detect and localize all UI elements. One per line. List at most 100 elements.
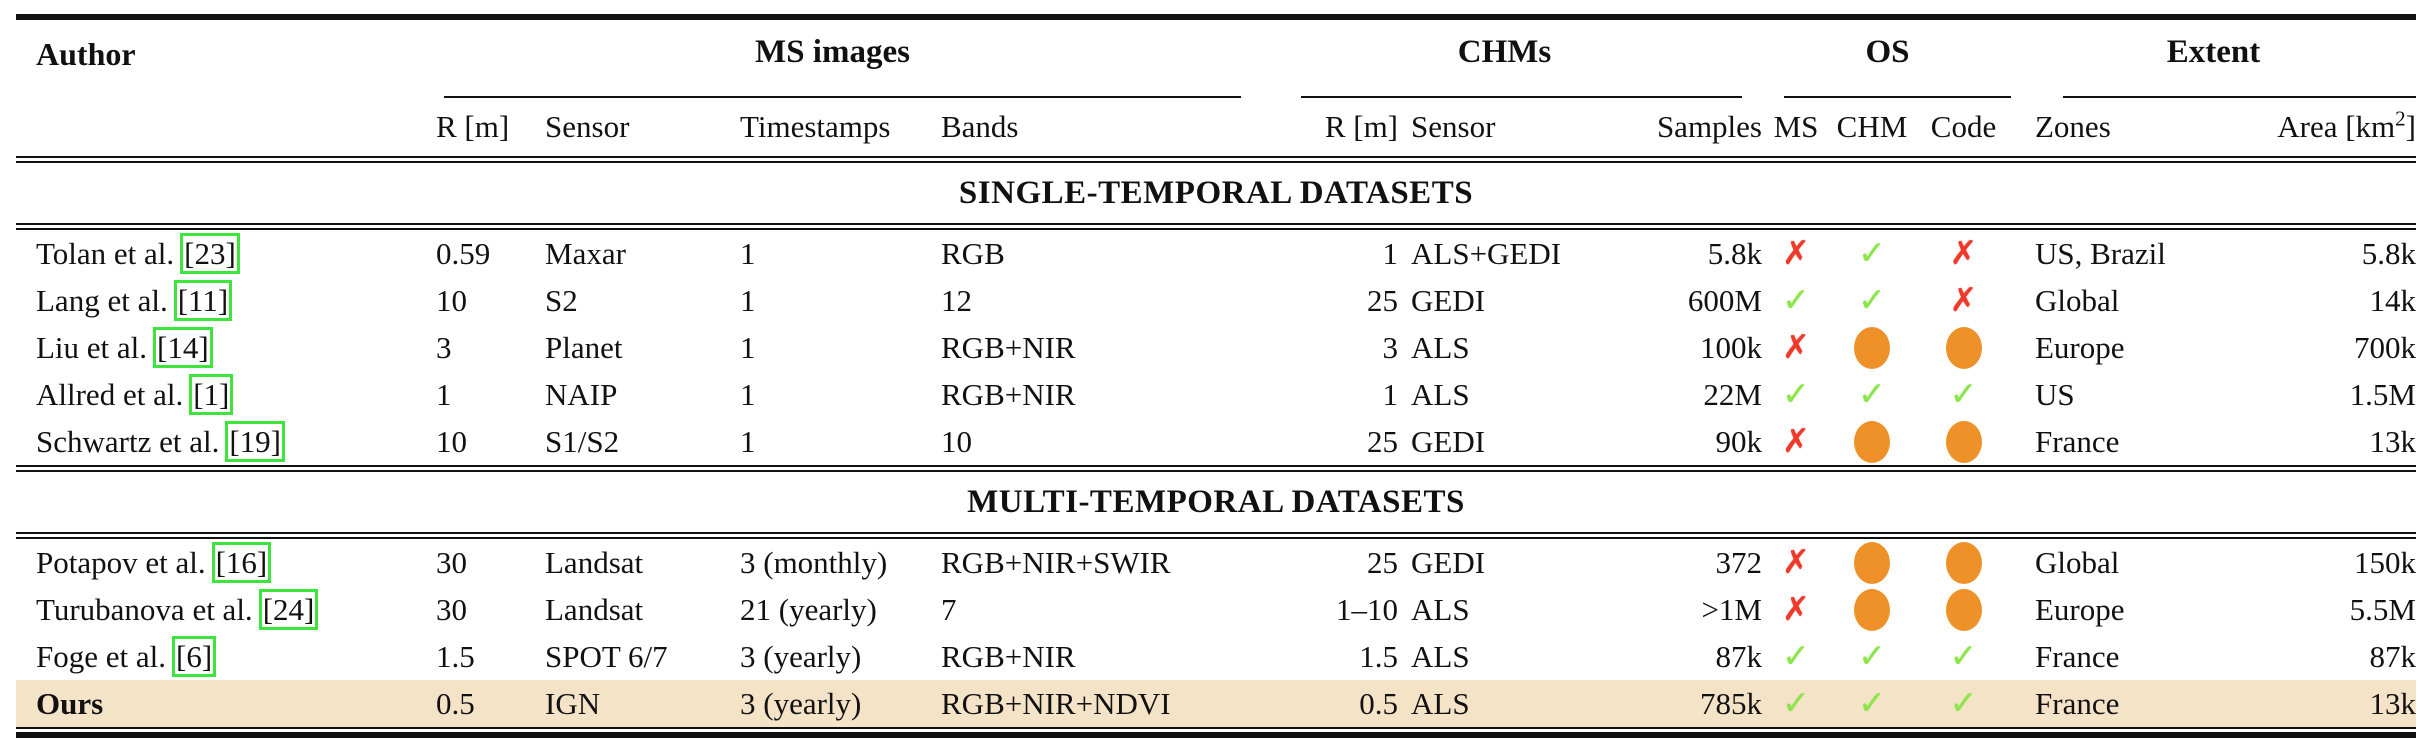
citation-link[interactable]: [19] <box>225 420 285 462</box>
cell-chm_r: 25 <box>1367 423 1398 459</box>
cell-timestamps: 21 (yearly) <box>740 591 877 627</box>
cell-samples: 785k <box>1606 680 1764 727</box>
cell-os_chm: ✓ <box>1828 680 1916 727</box>
group-underline-ms <box>444 96 1241 98</box>
col-header-ms-resolution: R [m] <box>436 109 510 144</box>
cell-os_chm <box>1828 418 1916 465</box>
cross-icon: ✗ <box>1782 326 1810 366</box>
cross-icon: ✗ <box>1782 232 1810 272</box>
cell-os_code <box>1916 324 2011 371</box>
cell-author: Turubanova et al. [24] <box>16 586 420 633</box>
double-rule <box>16 156 2416 163</box>
cell-author: Allred et al. [1] <box>16 371 420 418</box>
cell-os_code: ✗ <box>1916 277 2011 324</box>
cell-zones: France <box>2011 680 2266 727</box>
cell-os_code: ✗ <box>1916 230 2011 277</box>
cell-author: Liu et al. [14] <box>16 324 420 371</box>
cell-author: Ours <box>16 680 420 727</box>
citation-link[interactable]: [11] <box>173 279 233 321</box>
cell-ms_r: 10 <box>436 423 467 459</box>
cross-icon: ✗ <box>1782 588 1810 628</box>
citation-link[interactable]: [16] <box>211 541 272 583</box>
check-icon: ✓ <box>1949 635 1978 675</box>
group-header-row: Author MS images CHMs OS Extent <box>16 20 2416 98</box>
cell-zones: France <box>2035 423 2120 459</box>
author-name: Lang et al. <box>36 282 168 318</box>
cell-ms_r: 1.5 <box>436 638 475 674</box>
section-header-row: SINGLE-TEMPORAL DATASETS <box>16 163 2416 223</box>
cell-ms_sensor: IGN <box>528 680 722 727</box>
cell-area: 14k <box>2369 282 2417 318</box>
table-row: Tolan et al. [23] 0.59 Maxar 1 RGB 1 ALS+GEDI 5.… <box>16 230 2416 277</box>
citation-link[interactable]: [24] <box>258 588 319 630</box>
citation-link[interactable]: [23] <box>180 232 240 274</box>
cell-bands: 7 <box>941 591 957 627</box>
partial-icon <box>1854 541 1890 584</box>
cell-chm_sensor: GEDI <box>1411 282 1486 318</box>
table-row: Lang et al. [11] 10 S2 1 12 25 GEDI 600M ✓ ✓ ✗ Globa… <box>16 277 2416 324</box>
double-rule <box>16 532 2416 539</box>
cell-zones: Global <box>2035 282 2120 318</box>
cell-os_chm: ✓ <box>1828 633 1916 680</box>
cell-area: 700k <box>2354 329 2416 365</box>
cell-zones: Europe <box>2035 329 2125 365</box>
cell-ms_r: 0.5 <box>420 680 528 727</box>
cell-chm_sensor: GEDI <box>1411 544 1486 580</box>
partial-icon <box>1945 541 1982 584</box>
cross-icon: ✗ <box>1782 541 1810 581</box>
cell-chm_sensor: ALS+GEDI <box>1411 235 1562 271</box>
cell-author: Potapov et al. [16] <box>16 539 420 586</box>
cell-chm_sensor: ALS <box>1411 329 1470 365</box>
sub-header-row: R [m] Sensor Timestamps Bands R [m] Sens… <box>16 98 2416 156</box>
table-row: Potapov et al. [16] 30 Landsat 3 (monthly) RG… <box>16 539 2416 586</box>
table-row: Allred et al. [1] 1 NAIP 1 RGB+NIR 1 ALS 22M ✓ ✓ ✓ U… <box>16 371 2416 418</box>
check-icon: ✓ <box>1858 682 1886 722</box>
group-underline-os <box>1784 96 2011 98</box>
citation-link[interactable]: [6] <box>172 635 217 677</box>
cell-ms_sensor: Planet <box>545 329 623 365</box>
top-rule-row <box>16 14 2416 20</box>
cell-author: Lang et al. [11] <box>16 277 420 324</box>
cell-samples: 600M <box>1687 282 1762 318</box>
cell-os_ms: ✗ <box>1764 230 1828 277</box>
cell-chm_r: 1–10 <box>1336 591 1398 627</box>
col-header-bands: Bands <box>941 109 1019 144</box>
cell-ms_sensor: S2 <box>545 282 578 318</box>
section-header-row: MULTI-TEMPORAL DATASETS <box>16 472 2416 532</box>
citation-link[interactable]: [14] <box>153 326 213 368</box>
cell-timestamps: 1 <box>740 329 756 365</box>
cell-os_chm: ✓ <box>1828 230 1916 277</box>
citation-link[interactable]: [1] <box>189 373 234 415</box>
check-icon: ✓ <box>1782 635 1810 675</box>
cell-os_code: ✓ <box>1916 371 2011 418</box>
cell-os_ms: ✗ <box>1764 324 1828 371</box>
group-label-chms: CHMs <box>1457 34 1552 70</box>
cell-timestamps: 1 <box>740 376 756 412</box>
col-header-samples: Samples <box>1656 109 1762 144</box>
double-rule <box>16 465 2416 472</box>
area-label-text: Area [km <box>2277 109 2396 144</box>
double-rule <box>16 223 2416 230</box>
check-icon: ✓ <box>1858 635 1886 675</box>
cell-timestamps: 1 <box>740 282 756 318</box>
group-underline-chms <box>1301 96 1742 98</box>
author-name: Schwartz et al. <box>36 423 220 459</box>
cell-os_ms: ✓ <box>1764 277 1828 324</box>
cell-samples: 100k <box>1700 329 1762 365</box>
cell-samples: 22M <box>1703 376 1762 412</box>
cell-ms_r: 1 <box>436 376 452 412</box>
cell-ms_r: 0.59 <box>436 235 491 271</box>
col-header-chm-resolution: R [m] <box>1324 109 1398 144</box>
author-name: Tolan et al. <box>36 235 175 271</box>
cell-ms_r: 30 <box>436 544 467 580</box>
cell-chm_r: 1 <box>1382 235 1399 271</box>
group-header-chms: CHMs <box>1245 20 1764 98</box>
cell-os_ms: ✗ <box>1764 539 1828 586</box>
cell-os_code: ✓ <box>1916 680 2011 727</box>
cell-area: 13k <box>2369 423 2417 459</box>
table-row: Turubanova et al. [24] 30 Landsat 21 (yearly… <box>16 586 2416 633</box>
table-row: Ours 0.5 IGN 3 (yearly) RGB+NIR+NDVI 0.5 ALS 78… <box>16 680 2416 727</box>
col-header-area: Area [km2] <box>2266 98 2416 156</box>
cell-chm_r: 0.5 <box>1245 680 1398 727</box>
table-row: Liu et al. [14] 3 Planet 1 RGB+NIR 3 ALS 100k ✗ Eu… <box>16 324 2416 371</box>
